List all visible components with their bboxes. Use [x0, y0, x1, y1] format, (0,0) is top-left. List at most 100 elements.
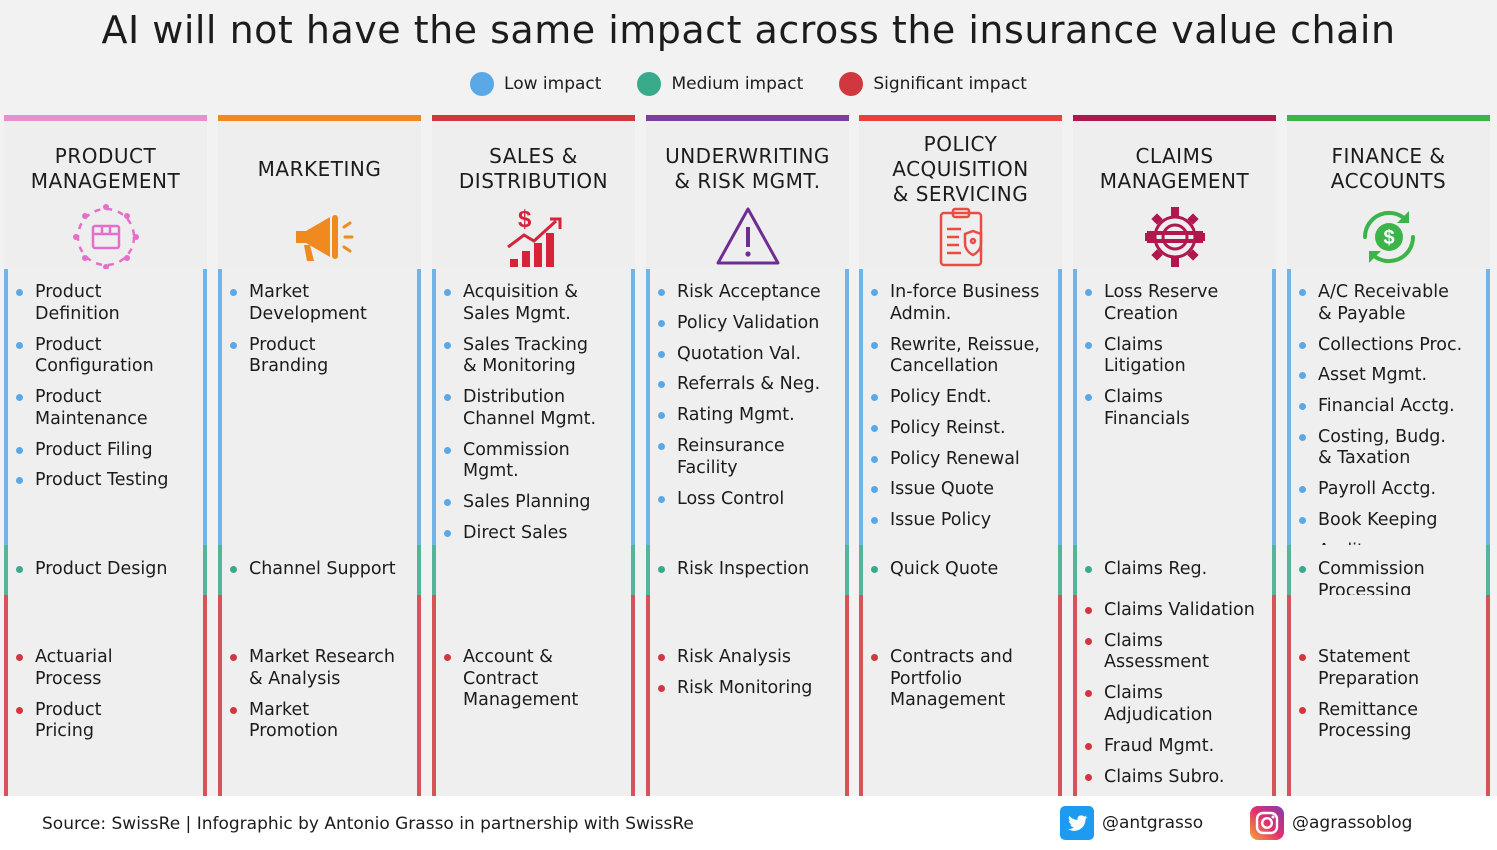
bullet-dot-icon — [1299, 403, 1306, 411]
list-item-text: Issue Quote — [890, 479, 995, 500]
bullet-dot-icon — [1299, 433, 1306, 441]
column-title: SALES & DISTRIBUTION — [458, 144, 609, 193]
band-edge — [417, 595, 421, 796]
bullet-dot-icon — [658, 412, 665, 420]
medium-impact-band — [432, 545, 635, 595]
list-item: Remittance Processing — [1299, 700, 1490, 743]
source-credit: Source: SwissRe | Infographic by Antonio… — [42, 814, 694, 834]
band-edge — [218, 269, 222, 545]
list-item: Product Branding — [230, 335, 421, 378]
column-header: SALES & DISTRIBUTION $ — [432, 121, 635, 269]
list-item: Fraud Mgmt. — [1085, 736, 1276, 758]
list-item: Direct Sales — [444, 523, 635, 545]
band-edge — [417, 269, 421, 545]
bullet-dot-icon — [658, 566, 665, 573]
list-item-text: A/C Receivable & Payable — [1318, 282, 1449, 324]
bullet-dot-icon — [1299, 517, 1306, 525]
list-item-text: Claims Financials — [1104, 387, 1190, 429]
low-impact-band: Acquisition & Sales Mgmt. Sales Tracking … — [432, 269, 635, 574]
list-item-text: Fraud Mgmt. — [1104, 735, 1215, 756]
legend-significant: Significant impact — [839, 72, 1027, 96]
list-item: Claims Validation — [1085, 600, 1276, 622]
significant-impact-band: Actuarial Process Product Pricing — [4, 595, 207, 796]
list-item: Loss Reserve Creation — [1085, 282, 1276, 325]
significant-impact-band: Statement Preparation Remittance Processi… — [1287, 595, 1490, 796]
list-item: Sales Tracking & Monitoring — [444, 335, 635, 378]
bullet-dot-icon — [230, 341, 237, 349]
list-item: Product Filing — [16, 440, 207, 462]
list-item: Payroll Acctg. — [1299, 479, 1490, 501]
column-1: MARKETING Market Development Product Brand… — [218, 115, 421, 796]
list-item: Acquisition & Sales Mgmt. — [444, 282, 635, 325]
list-item: Claims Financials — [1085, 387, 1276, 430]
bullet-dot-icon — [871, 566, 878, 573]
column-accent-line — [859, 115, 1062, 121]
list-item: Rating Mgmt. — [658, 405, 849, 427]
list-item-text: Risk Analysis — [677, 647, 791, 667]
medium-impact-band: Commission Processing — [1287, 545, 1490, 601]
band-edge — [1058, 595, 1062, 796]
low-impact-band: In-force Business Admin. Rewrite, Reissue… — [859, 269, 1062, 545]
list-item: Market Research & Analysis — [230, 647, 421, 690]
bullet-dot-icon — [658, 319, 665, 327]
list-item: Product Configuration — [16, 335, 207, 378]
bullet-dot-icon — [16, 566, 23, 573]
band-edge — [1073, 545, 1077, 595]
list-item: Risk Acceptance — [658, 282, 849, 304]
band-edge — [1287, 595, 1291, 796]
bullet-dot-icon — [230, 654, 237, 661]
column-header: UNDERWRITING & RISK MGMT. — [646, 121, 849, 269]
list-item: Referrals & Neg. — [658, 374, 849, 396]
twitter-icon — [1060, 806, 1094, 840]
list-item: Actuarial Process — [16, 647, 207, 690]
claims-gear-icon — [1139, 201, 1211, 273]
list-item: Account & Contract Management — [444, 647, 635, 712]
sales-growth-icon: $ — [498, 201, 570, 273]
legend: Low impact Medium impact Significant imp… — [0, 72, 1497, 96]
list-item: Costing, Budg. & Taxation — [1299, 427, 1490, 470]
list-item: Commission Mgmt. — [444, 440, 635, 483]
bullet-dot-icon — [444, 394, 451, 401]
bullet-dot-icon — [1085, 607, 1092, 614]
bullet-dot-icon — [1085, 289, 1092, 296]
list-item: Statement Preparation — [1299, 647, 1490, 690]
significant-impact-band: Risk Analysis Risk Monitoring — [646, 595, 849, 796]
bullet-dot-icon — [658, 381, 665, 389]
band-edge — [1272, 269, 1276, 545]
list-item: Product Design — [16, 559, 207, 581]
policy-document-icon — [925, 201, 997, 273]
instagram-handle[interactable]: @agrassoblog — [1250, 806, 1412, 840]
megaphone-icon — [284, 201, 356, 273]
list-item-text: Product Design — [35, 559, 168, 579]
list-item: Distribution Channel Mgmt. — [444, 387, 635, 430]
column-title: POLICY ACQUISITION & SERVICING — [892, 131, 1029, 206]
band-edge — [1058, 269, 1062, 545]
band-edge — [1058, 545, 1062, 595]
list-item: In-force Business Admin. — [871, 282, 1062, 325]
list-item-text: Distribution Channel Mgmt. — [463, 387, 597, 429]
bullet-dot-icon — [1299, 341, 1306, 349]
bullet-dot-icon — [658, 289, 665, 296]
band-edge — [1486, 595, 1490, 796]
column-accent-line — [432, 115, 635, 121]
column-5: CLAIMS MANAGEMENT Loss Reserve Creation Cl… — [1073, 115, 1276, 796]
list-item-text: Acquisition & Sales Mgmt. — [463, 282, 579, 324]
medium-impact-band: Risk Inspection — [646, 545, 849, 595]
band-edge — [417, 545, 421, 595]
band-edge — [432, 545, 436, 595]
band-edge — [1486, 545, 1490, 595]
bullet-dot-icon — [1085, 566, 1092, 573]
significant-impact-dot-icon — [839, 72, 864, 96]
list-item-text: Collections Proc. — [1318, 334, 1463, 355]
list-item-text: Quotation Val. — [677, 343, 802, 364]
list-item: Rewrite, Reissue, Cancellation — [871, 335, 1062, 378]
list-item: Channel Support — [230, 559, 421, 581]
bullet-dot-icon — [658, 443, 665, 450]
legend-medium: Medium impact — [637, 72, 803, 96]
list-item-text: Payroll Acctg. — [1318, 479, 1437, 500]
list-item-text: In-force Business Admin. — [890, 282, 1040, 324]
bullet-dot-icon — [16, 289, 23, 296]
bullet-dot-icon — [444, 654, 451, 661]
twitter-handle[interactable]: @antgrasso — [1060, 806, 1203, 840]
bullet-dot-icon — [16, 706, 23, 714]
